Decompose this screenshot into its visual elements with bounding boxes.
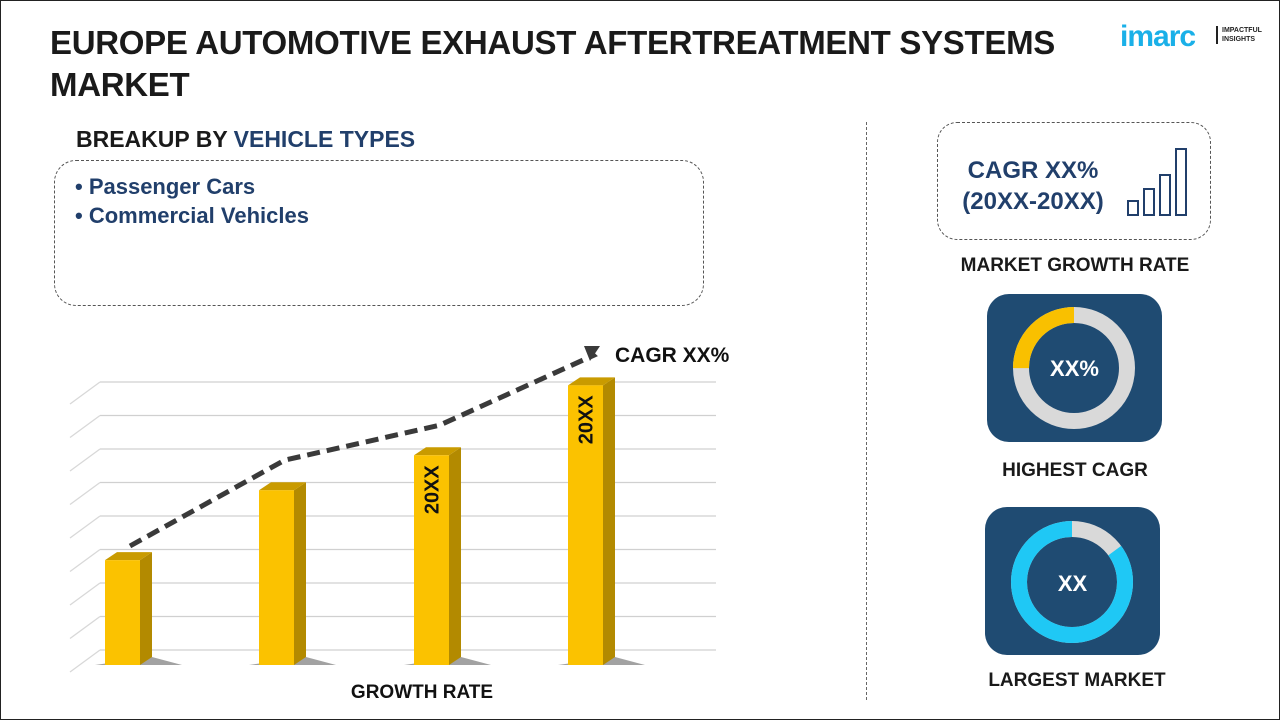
logo-tagline: IMPACTFUL INSIGHTS — [1216, 26, 1266, 44]
donut-ring-icon — [1013, 307, 1135, 429]
bar-label: 20XX — [576, 395, 598, 445]
growth-chart: 20XX 20XX CAGR XX% GROWTH RATE — [69, 344, 730, 703]
bar-label: 20XX — [422, 465, 444, 515]
largest-market-card: XX — [985, 507, 1160, 655]
imarc-logo: imarc IMPACTFUL INSIGHTS — [1120, 12, 1270, 53]
gridline-depth — [69, 515, 101, 539]
gridline-depth — [69, 414, 101, 439]
donut-ring-icon — [1011, 521, 1133, 643]
logo-word: imarc — [1120, 20, 1196, 53]
bar-side — [140, 552, 152, 665]
cagr-line2: (20XX-20XX) — [962, 188, 1104, 215]
cagr-box: CAGR XX% (20XX-20XX) — [937, 122, 1211, 240]
highest-cagr-value: XX% — [1050, 356, 1099, 381]
gridline-depth — [69, 548, 101, 573]
cagr-text: CAGR XX% (20XX-20XX) — [948, 155, 1118, 217]
list-item: • Commercial Vehicles — [75, 203, 309, 228]
breakup-prefix: BREAKUP BY — [76, 126, 234, 152]
page-title: EUROPE AUTOMOTIVE EXHAUST AFTERTREATMENT… — [50, 24, 1055, 103]
bar-side — [294, 482, 306, 665]
bar-top — [414, 447, 461, 456]
bar — [414, 455, 449, 665]
largest-market-label: LARGEST MARKET — [988, 670, 1166, 691]
gridline-depth — [69, 481, 101, 506]
trend-arrowhead — [584, 346, 600, 361]
cagr-line1: CAGR XX% — [967, 157, 1099, 184]
bar-top — [568, 377, 615, 386]
gridline-depth — [69, 582, 101, 606]
ring-fill — [1013, 307, 1135, 429]
largest-market-value: XX — [1057, 571, 1088, 596]
bar-top — [259, 482, 306, 491]
bar — [568, 385, 603, 665]
bar — [105, 560, 140, 665]
bar-side — [449, 447, 461, 665]
breakup-heading: BREAKUP BY VEHICLE TYPES — [76, 126, 415, 153]
bar-side — [603, 377, 615, 665]
highest-cagr-card: XX% — [987, 294, 1162, 442]
ring-fill — [1011, 521, 1133, 643]
gridline-depth — [69, 448, 101, 472]
x-axis-label: GROWTH RATE — [351, 682, 493, 703]
list-item: • Passenger Cars — [75, 174, 256, 199]
gridline-depth — [69, 381, 101, 405]
bar-top — [105, 552, 152, 561]
segment-list: • Passenger Cars • Commercial Vehicles — [54, 160, 704, 306]
gridline-depth — [69, 615, 101, 640]
bar — [259, 490, 294, 665]
divider — [866, 122, 867, 700]
market-growth-rate-label: MARKET GROWTH RATE — [960, 255, 1190, 276]
bar-growth-icon — [1127, 148, 1187, 216]
cagr-annotation: CAGR XX% — [615, 344, 730, 367]
highest-cagr-label: HIGHEST CAGR — [1002, 460, 1148, 481]
breakup-highlight: VEHICLE TYPES — [233, 126, 416, 152]
gridline-depth — [69, 649, 101, 673]
